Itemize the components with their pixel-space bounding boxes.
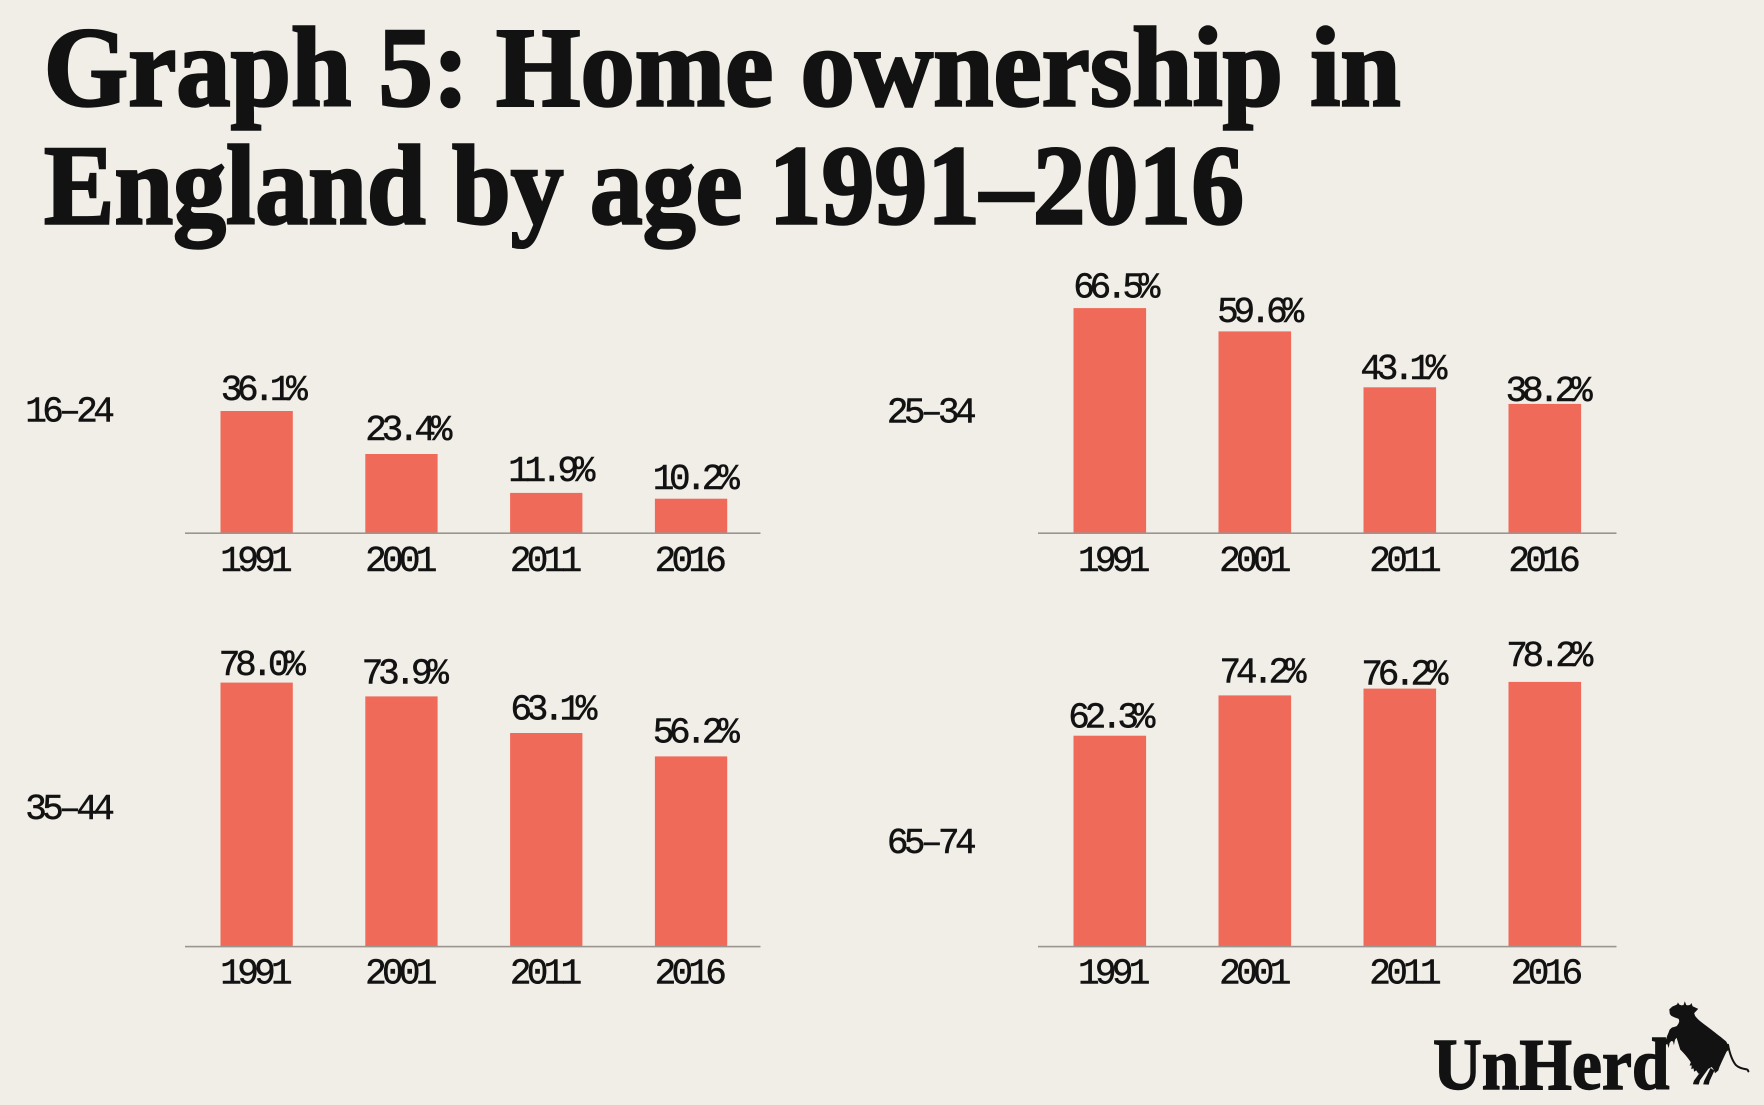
svg-text:2001: 2001 bbox=[365, 953, 437, 994]
svg-text:25–34: 25–34 bbox=[887, 392, 977, 433]
svg-text:23.4%: 23.4% bbox=[365, 410, 452, 451]
svg-text:66.5%: 66.5% bbox=[1073, 268, 1160, 309]
svg-text:UnHerd: UnHerd bbox=[1433, 1024, 1670, 1105]
svg-text:1991: 1991 bbox=[1078, 541, 1150, 582]
svg-text:62.3%: 62.3% bbox=[1068, 698, 1155, 739]
svg-text:2001: 2001 bbox=[365, 541, 437, 582]
svg-text:11.9%: 11.9% bbox=[508, 451, 595, 492]
svg-text:59.6%: 59.6% bbox=[1217, 292, 1304, 333]
svg-text:16–24: 16–24 bbox=[25, 392, 115, 433]
svg-text:35–44: 35–44 bbox=[25, 789, 115, 830]
svg-text:43.1%: 43.1% bbox=[1360, 349, 1447, 390]
svg-text:74.2%: 74.2% bbox=[1220, 652, 1307, 693]
svg-text:2016: 2016 bbox=[1508, 541, 1580, 582]
svg-text:2011: 2011 bbox=[510, 953, 582, 994]
svg-text:1991: 1991 bbox=[1078, 953, 1150, 994]
svg-text:2001: 2001 bbox=[1219, 953, 1291, 994]
svg-text:38.2%: 38.2% bbox=[1506, 371, 1593, 412]
svg-text:2011: 2011 bbox=[510, 541, 582, 582]
svg-text:76.2%: 76.2% bbox=[1361, 655, 1448, 696]
svg-text:Graph 5: Home ownership in: Graph 5: Home ownership in bbox=[44, 6, 1401, 131]
svg-text:65–74: 65–74 bbox=[887, 823, 977, 864]
svg-text:2016: 2016 bbox=[655, 541, 727, 582]
svg-text:78.2%: 78.2% bbox=[1506, 636, 1593, 677]
svg-text:2001: 2001 bbox=[1219, 541, 1291, 582]
svg-text:73.9%: 73.9% bbox=[362, 653, 449, 694]
svg-text:England by age 1991–2016: England by age 1991–2016 bbox=[44, 124, 1244, 249]
svg-text:1991: 1991 bbox=[220, 953, 292, 994]
svg-text:2016: 2016 bbox=[1511, 953, 1583, 994]
svg-text:2011: 2011 bbox=[1369, 953, 1441, 994]
svg-text:56.2%: 56.2% bbox=[653, 713, 740, 754]
svg-text:2016: 2016 bbox=[655, 953, 727, 994]
svg-text:63.1%: 63.1% bbox=[510, 690, 597, 731]
svg-text:10.2%: 10.2% bbox=[653, 459, 740, 500]
svg-text:78.0%: 78.0% bbox=[219, 645, 306, 686]
svg-text:36.1%: 36.1% bbox=[221, 370, 308, 411]
svg-text:1991: 1991 bbox=[220, 541, 292, 582]
svg-text:2011: 2011 bbox=[1369, 541, 1441, 582]
